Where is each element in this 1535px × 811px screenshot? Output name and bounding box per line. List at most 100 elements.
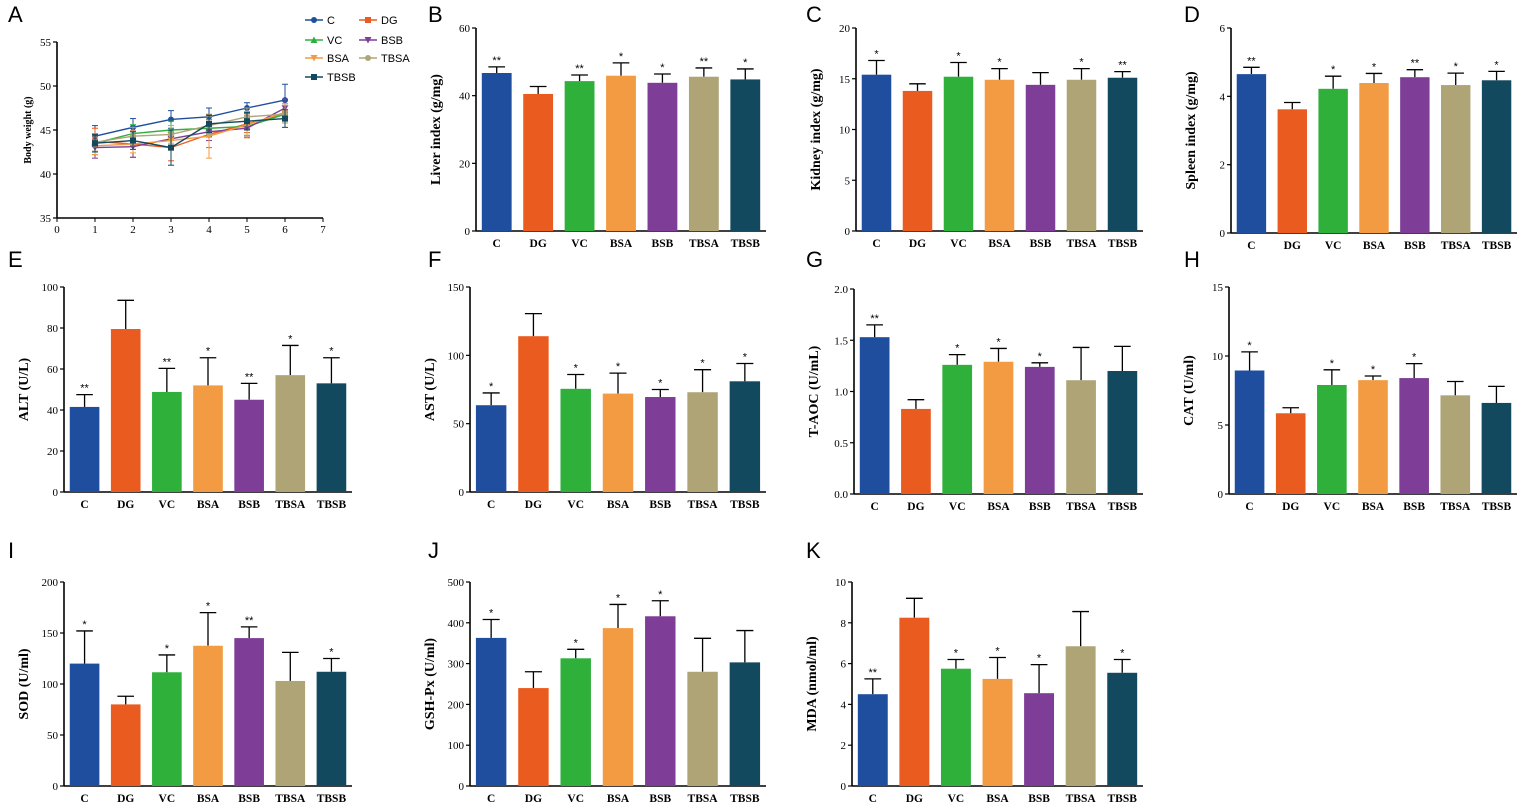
y-axis-title: Kidney index (g/mg) xyxy=(809,68,824,190)
x-tick-label: TBSB xyxy=(317,499,347,511)
x-tick-label: TBSA xyxy=(275,793,306,805)
panel-g: G0.00.51.01.52.0T-AOC (U/mL)C**DG VC*BSA*… xyxy=(806,247,1143,513)
y-tick-label: 8 xyxy=(841,618,847,630)
data-point xyxy=(282,115,288,122)
bar-bsb xyxy=(645,616,676,786)
data-point xyxy=(130,137,136,144)
bar-tbsa xyxy=(1066,380,1096,494)
bar-tbsa xyxy=(1066,79,1097,231)
y-tick-label: 50 xyxy=(40,81,52,93)
significance-mark: * xyxy=(489,608,494,620)
y-tick-label: 60 xyxy=(459,23,471,35)
x-tick-label: DG xyxy=(907,501,924,513)
significance-mark: * xyxy=(1412,352,1417,364)
bar-tbsb xyxy=(1481,80,1512,234)
legend-marker xyxy=(311,17,317,23)
bar-tbsb xyxy=(729,662,761,786)
x-tick-label: 5 xyxy=(244,224,250,236)
panel-k: K 0 2 4 6 8 10 MDA (nmol/ml) C ** DG VC * BSA * BSB * TBS… xyxy=(805,538,1143,805)
bar-c xyxy=(475,637,507,786)
significance-mark: ** xyxy=(870,313,879,325)
y-tick-label: 6 xyxy=(1220,23,1226,35)
significance-mark: * xyxy=(1330,358,1335,370)
bar-bsb xyxy=(1024,693,1055,786)
x-tick-label: DG xyxy=(1282,501,1299,513)
x-tick-label: C xyxy=(1245,501,1253,513)
bar-tbsb xyxy=(1107,672,1138,786)
x-tick-label: BSB xyxy=(1404,240,1426,252)
x-tick-label: BSA xyxy=(1363,240,1386,252)
significance-mark: ** xyxy=(80,383,89,395)
data-point xyxy=(168,144,174,151)
y-tick-label: 10 xyxy=(839,125,851,137)
legend-label: TBSA xyxy=(381,53,410,65)
x-tick-label: BSB xyxy=(1028,793,1050,805)
bar-vc xyxy=(152,672,182,786)
significance-mark: * xyxy=(165,643,170,655)
bar-tbsb xyxy=(316,671,347,786)
bar-vc xyxy=(560,388,591,492)
y-tick-label: 0 xyxy=(53,781,59,793)
x-tick-label: BSA xyxy=(610,238,633,250)
x-tick-label: TBSA xyxy=(1440,501,1471,513)
y-tick-label: 2 xyxy=(841,740,847,752)
legend-marker xyxy=(364,37,372,44)
y-tick-label: 100 xyxy=(448,740,465,752)
y-tick-label: 55 xyxy=(40,37,52,49)
y-tick-label: 200 xyxy=(42,577,59,589)
panel-label: H xyxy=(1184,247,1200,272)
significance-mark: * xyxy=(288,333,293,345)
y-tick-label: 150 xyxy=(42,628,59,640)
bar-tbsb xyxy=(1481,402,1512,494)
significance-mark: * xyxy=(660,62,665,74)
x-tick-label: BSB xyxy=(238,793,260,805)
significance-mark: * xyxy=(743,57,748,69)
x-tick-label: BSA xyxy=(607,793,630,805)
y-tick-label: 45 xyxy=(40,125,52,137)
significance-mark: * xyxy=(1372,61,1377,73)
y-axis-title: T-AOC (U/mL) xyxy=(807,345,822,437)
bar-dg xyxy=(523,93,554,231)
bar-bsa xyxy=(984,79,1015,231)
y-tick-label: 50 xyxy=(453,419,465,431)
significance-mark: ** xyxy=(245,615,254,627)
significance-mark: * xyxy=(82,619,87,631)
x-tick-label: BSA xyxy=(987,501,1010,513)
bar-bsa xyxy=(193,385,223,492)
bar-dg xyxy=(899,617,930,786)
bar-bsa xyxy=(602,393,634,492)
legend-label: C xyxy=(327,15,335,27)
legend-item-bsb: BSB xyxy=(359,35,403,47)
significance-mark: * xyxy=(1247,340,1252,352)
bar-tbsa xyxy=(275,680,306,786)
bar-c xyxy=(1236,74,1267,233)
bar-tbsa xyxy=(275,375,306,492)
x-tick-label: VC xyxy=(571,238,588,250)
y-tick-label: 50 xyxy=(47,730,59,742)
significance-mark: * xyxy=(1079,57,1084,69)
significance-mark: * xyxy=(700,358,705,370)
x-tick-label: TBSA xyxy=(1441,240,1472,252)
y-tick-label: 0 xyxy=(53,487,59,499)
bar-c xyxy=(857,694,888,786)
x-tick-label: VC xyxy=(1324,501,1341,513)
significance-mark: * xyxy=(995,645,1000,657)
significance-mark: * xyxy=(1454,61,1459,73)
bar-bsb xyxy=(1025,84,1056,231)
x-tick-label: 6 xyxy=(282,224,288,236)
bar-c xyxy=(69,406,100,492)
bar-dg xyxy=(518,688,549,786)
series-dg xyxy=(92,104,288,162)
x-tick-label: TBSB xyxy=(317,793,347,805)
x-tick-label: TBSB xyxy=(730,793,760,805)
bar-c xyxy=(481,72,512,231)
significance-mark: * xyxy=(658,589,663,601)
bar-vc xyxy=(1318,88,1348,233)
x-tick-label: TBSB xyxy=(1482,501,1512,513)
y-tick-label: 10 xyxy=(1212,351,1224,363)
bar-tbsa xyxy=(1440,395,1471,494)
significance-mark: ** xyxy=(1118,60,1127,72)
x-tick-label: C xyxy=(80,793,88,805)
